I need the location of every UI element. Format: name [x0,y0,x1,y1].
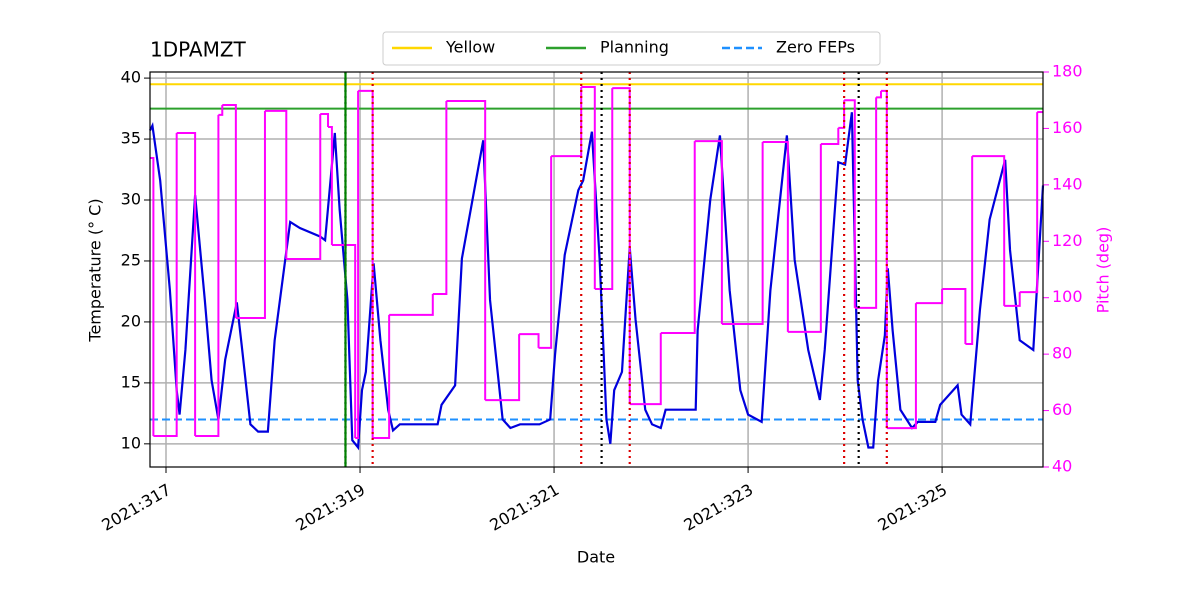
pitch-step [551,86,583,158]
pitch-step [328,126,333,245]
pitch-step [286,114,322,261]
pitch-step [432,101,448,296]
y2-tick-label: 80 [1052,344,1072,363]
pitch-step [965,156,974,345]
y2-tick-label: 180 [1052,62,1083,81]
y-tick-label: 35 [121,129,141,148]
pitch-step [612,87,631,405]
legend-box [382,31,881,66]
pitch-step [721,141,764,325]
y-axis-label: Temperature (° C) [86,198,105,342]
legend-label: Planning [600,38,669,57]
pitch-step [915,288,944,305]
y-tick-label: 30 [121,190,141,209]
pitch-step [1004,292,1021,307]
legend-label: Yellow [445,38,495,57]
y-tick-label: 10 [121,433,141,452]
pitch-step [389,294,434,316]
y2-tick-label: 120 [1052,231,1083,250]
y2-tick-label: 100 [1052,287,1083,306]
pitch-step [629,332,662,406]
pitch-step [485,334,521,402]
chart-title: 1DPAMZT [150,38,247,62]
pitch-step [264,109,288,260]
pitch-step [446,100,487,401]
pitch-step [876,90,882,99]
y-tick-label: 15 [121,372,141,391]
pitch-step [372,314,391,439]
x-tick-label: 2021:317 [98,480,174,535]
y-tick-label: 25 [121,250,141,269]
pitch-step [581,85,596,289]
pitch-step [150,157,155,436]
pitch-step [854,97,878,309]
pitch-step [538,156,553,349]
pitch-step [972,155,1006,306]
pitch-step [153,132,178,437]
pitch-step [331,243,357,438]
y2-tick-label: 40 [1052,457,1072,476]
y2-axis-label: Pitch (deg) [1094,227,1113,314]
pitch-step [218,105,224,116]
pitch-step [942,287,967,344]
x-tick-label: 2021:319 [292,480,368,535]
temperature-line [149,112,1045,451]
pitch-step [355,90,360,439]
y2-tick-label: 60 [1052,400,1072,419]
pitch-step [660,141,696,334]
y2-tick-label: 140 [1052,174,1083,193]
legend: Yellow Planning Zero FEPs [382,31,881,66]
pitch-step [762,140,789,332]
pitch-step [320,113,330,128]
x-tick-label: 2021:325 [874,480,950,535]
pitch-step [820,127,840,145]
y-tick-label: 20 [121,311,141,330]
x-axis-label: Date [577,548,615,567]
y-tick-label: 40 [121,68,141,87]
pitch-step [519,333,540,348]
legend-label: Zero FEPs [776,38,855,57]
pitch-step [195,114,220,437]
pitch-step [222,104,237,319]
pitch-step [235,110,266,320]
pitch-step [886,303,917,430]
pitch-step [844,99,856,308]
pitch-step [787,143,822,333]
pitch-step [176,131,197,436]
plot-frame [149,71,1044,468]
pitch-step [694,140,723,324]
pitch-step [1019,112,1039,294]
y2-tick-label: 160 [1052,118,1083,137]
x-tick-label: 2021:323 [680,480,756,535]
x-tick-label: 2021:321 [486,480,562,535]
pitch-step [594,88,614,290]
